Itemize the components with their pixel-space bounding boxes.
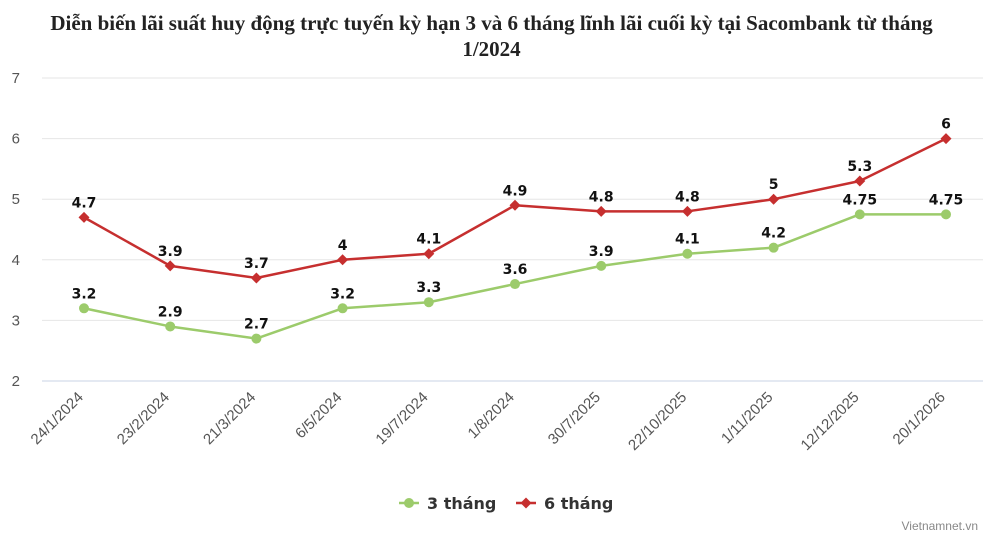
data-label: 4.1	[416, 232, 441, 248]
data-point[interactable]	[941, 209, 951, 220]
data-label: 3.2	[330, 286, 355, 302]
x-tick-label: 23/2/2024	[114, 389, 173, 448]
y-tick-label: 2	[12, 373, 20, 390]
legend: 3 tháng 6 tháng	[399, 494, 613, 513]
x-axis: 24/1/2024 23/2/2024 21/3/2024 6/5/2024 19/7/…	[28, 389, 949, 454]
legend-marker	[520, 497, 532, 509]
data-label: 3.9	[158, 244, 183, 260]
x-tick-label: 19/7/2024	[372, 389, 431, 448]
data-point[interactable]	[164, 260, 176, 272]
data-point[interactable]	[682, 248, 693, 259]
data-label: 3.3	[416, 280, 441, 296]
y-axis: 2 3 4 5 6 7	[12, 70, 20, 390]
series-6-thang: 4.7 3.9 3.7 4 4.1 4.9 4.8 4.8 5 5.3 6	[72, 117, 952, 284]
x-tick-label: 1/8/2024	[465, 389, 518, 442]
data-label: 3.6	[503, 262, 528, 278]
data-label: 2.9	[158, 304, 183, 320]
data-label: 4.1	[675, 232, 700, 248]
data-point[interactable]	[337, 303, 348, 314]
data-point[interactable]	[250, 272, 262, 284]
source-credit: Vietnamnet.vn	[902, 519, 979, 533]
y-tick-label: 3	[12, 312, 20, 329]
data-point[interactable]	[595, 205, 607, 217]
data-label: 4	[338, 238, 348, 254]
data-point[interactable]	[940, 133, 952, 145]
data-label: 3.2	[72, 286, 97, 302]
data-point[interactable]	[423, 248, 435, 260]
data-point[interactable]	[768, 242, 779, 253]
y-tick-label: 5	[12, 191, 20, 208]
data-label: 5.3	[847, 159, 872, 175]
data-label: 3.7	[244, 256, 269, 272]
chart-title-line-1: Diễn biến lãi suất huy động trực tuyến k…	[50, 11, 933, 35]
data-label: 3.9	[589, 244, 614, 260]
grid-lines	[42, 77, 983, 382]
chart-title: Diễn biến lãi suất huy động trực tuyến k…	[0, 10, 983, 62]
series-group: 3.22.92.73.2 3.33.63.94.1 4.24.75 4.754.73.…	[72, 117, 964, 344]
x-tick-label: 6/5/2024	[292, 389, 345, 442]
data-point[interactable]	[423, 297, 434, 308]
data-point[interactable]	[596, 260, 607, 271]
data-label: 6	[941, 117, 951, 133]
data-label: 4.9	[503, 183, 528, 199]
y-tick-label: 7	[12, 70, 20, 87]
data-point[interactable]	[510, 279, 520, 290]
data-point[interactable]	[768, 193, 780, 205]
x-tick-label: 30/7/2025	[545, 389, 604, 448]
data-point[interactable]	[337, 254, 349, 266]
data-label: 4.8	[675, 189, 700, 205]
x-tick-label: 24/1/2024	[28, 389, 87, 448]
legend-label: 3 tháng	[427, 494, 496, 513]
data-label: 4.75	[843, 192, 878, 208]
data-point[interactable]	[78, 211, 90, 223]
legend-item-3-thang[interactable]: 3 tháng	[399, 494, 496, 513]
data-label: 4.2	[761, 226, 786, 242]
x-tick-label: 22/10/2025	[625, 389, 690, 454]
y-tick-label: 4	[12, 252, 20, 269]
x-tick-label: 12/12/2025	[798, 389, 863, 454]
data-point[interactable]	[165, 321, 176, 332]
data-point[interactable]	[681, 205, 693, 217]
y-tick-label: 6	[12, 131, 20, 148]
legend-item-6-thang[interactable]: 6 tháng	[516, 494, 613, 513]
data-label: 4.75	[929, 192, 964, 208]
data-label: 4.7	[72, 195, 97, 211]
x-tick-label: 1/11/2025	[718, 389, 776, 447]
data-label: 5	[769, 177, 779, 193]
legend-label: 6 tháng	[544, 494, 613, 513]
data-point[interactable]	[854, 175, 866, 187]
x-tick-label: 21/3/2024	[200, 389, 259, 448]
chart-title-line-2: 1/2024	[462, 37, 521, 61]
series-3-thang: 3.2 2.9 2.7 3.2 3.3 3.6 3.9 4.1 4.2 4.75 4.75	[72, 192, 964, 344]
x-tick-label: 20/1/2026	[890, 389, 949, 448]
data-point[interactable]	[251, 333, 262, 344]
data-point[interactable]	[79, 303, 89, 314]
legend-marker	[404, 498, 414, 508]
data-label: 2.7	[244, 317, 269, 333]
data-point[interactable]	[854, 209, 865, 220]
data-label: 4.8	[589, 189, 614, 205]
data-point[interactable]	[509, 199, 521, 211]
